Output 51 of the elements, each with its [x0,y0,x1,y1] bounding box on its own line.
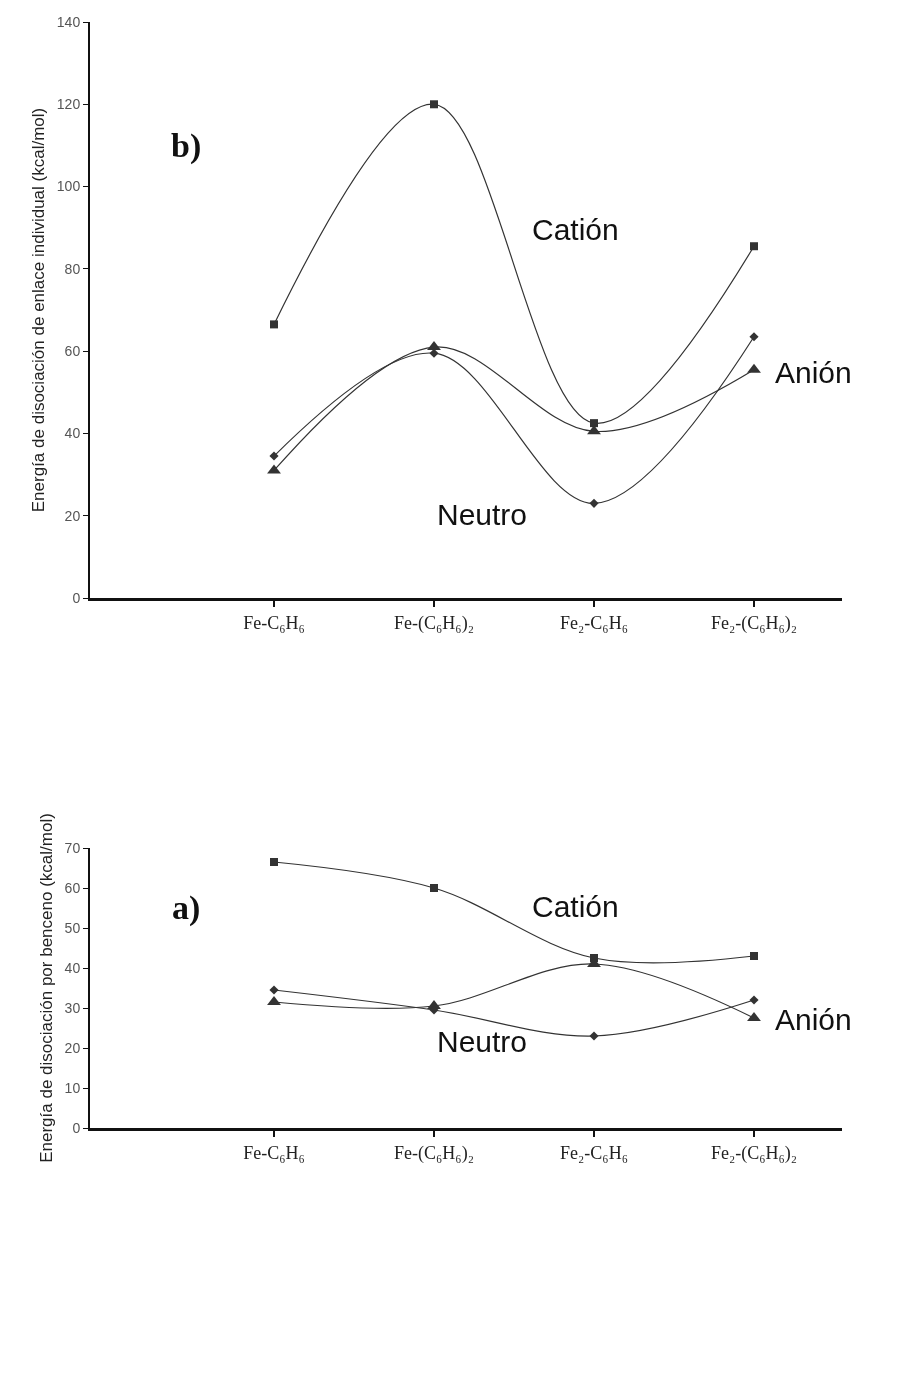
y-tick-label: 20 [64,507,81,524]
y-axis-title: Energía de disociación de enlace individual (kcal/mol) [28,107,48,513]
x-tick-label: Fe-(C₆H₆)₂ [394,1142,474,1164]
point [589,1031,599,1041]
point [269,985,279,995]
x-tick-label: Fe-C₆H₆ [243,1142,305,1163]
y-axis-title: Energía de disociación por benceno (kcal/mol) [36,813,56,1163]
point [430,884,438,892]
y-tick-label: 40 [64,425,81,442]
point [749,995,759,1005]
series-label: Anión [775,356,852,389]
y-tick-label: 100 [56,178,81,195]
y-tick-label: 120 [56,96,81,113]
text: a) [172,889,201,927]
x-tick-label: Fe₂-C₆H₆ [560,1142,628,1163]
text: b) [171,127,202,165]
point [270,858,278,866]
series-label: Anión [775,1003,852,1036]
x-tick-label: Fe₂-(C₆H₆)₂ [710,1142,798,1164]
point [750,242,758,251]
x-tick-label: Fe₂-C₆H₆ [560,612,628,633]
y-tick-label: 70 [64,839,81,856]
y-tick-label: 140 [56,13,81,30]
y-tick-label: 0 [72,1119,81,1136]
x-tick-label: Fe-C₆H₆ [243,612,305,633]
point [589,498,599,508]
series-label: Catión [532,890,619,923]
point [430,100,438,109]
y-tick-label: 80 [64,260,81,277]
y-tick-label: 50 [64,919,81,936]
point [590,419,598,428]
point [750,952,758,960]
y-tick-label: 60 [64,879,81,896]
point [749,332,759,342]
series-label: Neutro [437,498,528,531]
y-tick-label: 60 [64,343,81,360]
point [267,464,281,474]
point [587,425,601,435]
point [747,363,761,373]
series-label: Catión [532,213,619,246]
point [269,451,279,461]
y-tick-label: 30 [64,999,81,1016]
y-tick-label: 0 [72,589,81,606]
y-tick-label: 10 [64,1079,81,1096]
x-tick-label: Fe₂-(C₆H₆)₂ [710,612,798,634]
y-tick-label: 20 [64,1039,81,1056]
point [270,320,278,329]
series-label: Neutro [437,1025,528,1058]
x-tick-label: Fe-(C₆H₆)₂ [394,612,474,634]
point [427,341,441,351]
y-tick-label: 40 [64,959,81,976]
